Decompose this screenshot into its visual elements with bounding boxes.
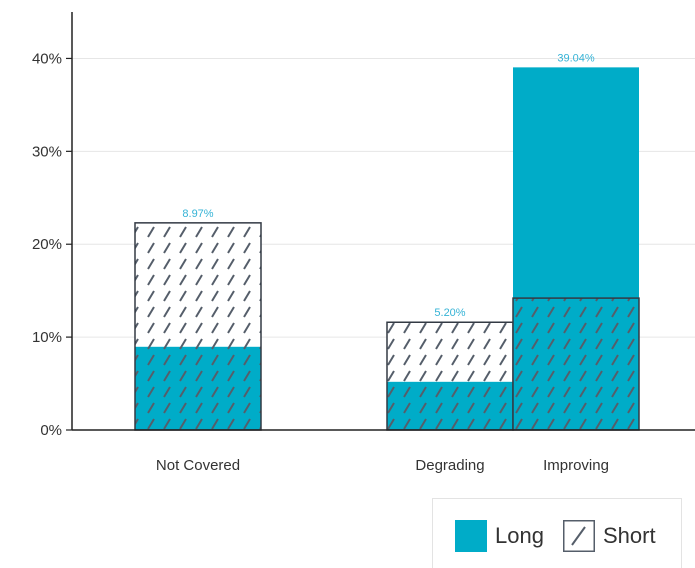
bar-short-hatch [387,322,513,430]
legend-item-long[interactable]: Long [455,520,544,552]
category-label: Degrading [415,457,484,474]
data-label: 39.04% [557,52,595,64]
y-tick-label: 0% [40,422,62,439]
legend-label-long: Long [495,523,544,548]
data-label: 5.20% [434,307,465,319]
bars [134,67,640,431]
data-labels: 8.97% 5.20% 39.04% [182,52,594,319]
y-tick-label: 30% [32,143,62,160]
legend-item-short[interactable]: Short [563,520,656,552]
bar-short-hatch [135,222,261,430]
legend-swatch-long [455,520,487,552]
legend-swatch-short [563,520,595,552]
category-label: Improving [543,457,609,474]
bar-chart: 0% 10% 20% 30% 40% 8.97% 5.20% 39.04% Not Cove… [32,12,695,474]
category-label: Not Covered [156,457,240,474]
data-label: 8.97% [182,208,213,220]
legend-label-short: Short [603,523,656,548]
legend: Long Short [432,498,682,568]
y-axis-ticks: 0% 10% 20% 30% 40% [32,50,72,439]
y-tick-label: 20% [32,236,62,253]
y-tick-label: 10% [32,329,62,346]
bar-short-hatch [513,298,639,430]
category-labels: Not Covered Degrading Improving [156,457,609,474]
y-tick-label: 40% [32,50,62,67]
